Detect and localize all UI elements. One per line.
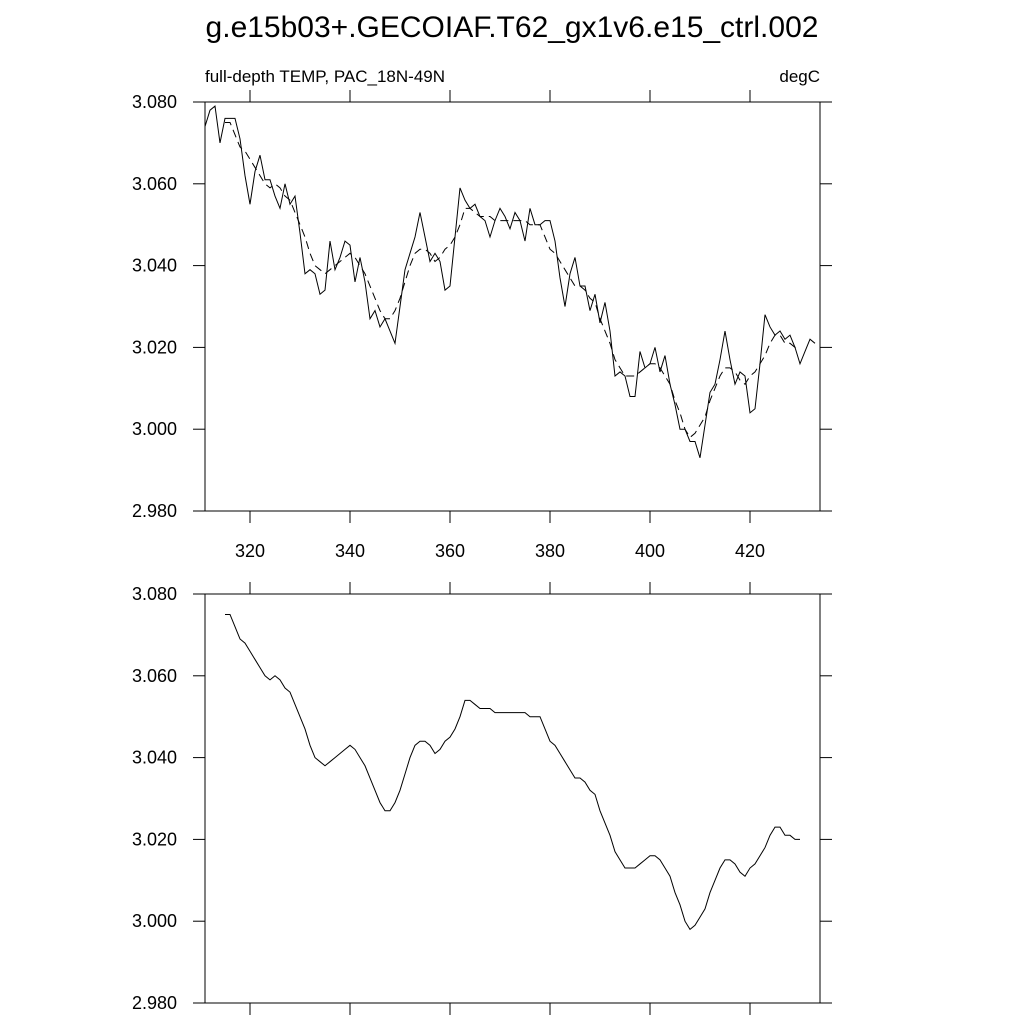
x-tick-label: 400 [635, 541, 665, 561]
units-label: degC [779, 67, 820, 86]
y-tick-label: 3.020 [132, 337, 177, 357]
plot-frame [204, 101, 821, 512]
x-tick-label: 420 [735, 541, 765, 561]
data-line [204, 105, 816, 458]
x-tick-label: 360 [435, 541, 465, 561]
y-tick-label: 3.080 [132, 584, 177, 604]
x-tick-label: 320 [235, 541, 265, 561]
y-tick-label: 3.000 [132, 911, 177, 931]
y-tick-label: 3.080 [132, 92, 177, 112]
chart-title: g.e15b03+.GECOIAF.T62_gx1v6.e15_ctrl.002 [206, 11, 819, 44]
chart-subtitle: full-depth TEMP, PAC_18N-49N [205, 67, 445, 86]
y-tick-label: 3.040 [132, 748, 177, 768]
y-tick-label: 3.060 [132, 666, 177, 686]
data-line [225, 121, 800, 439]
data-line [225, 613, 800, 931]
y-tick-label: 3.020 [132, 829, 177, 849]
y-tick-label: 3.000 [132, 419, 177, 439]
x-tick-label: 380 [535, 541, 565, 561]
y-tick-label: 3.060 [132, 174, 177, 194]
plot-frame [204, 593, 821, 1004]
y-tick-label: 3.040 [132, 256, 177, 276]
x-tick-label: 340 [335, 541, 365, 561]
y-tick-label: 2.980 [132, 993, 177, 1013]
y-tick-label: 2.980 [132, 501, 177, 521]
